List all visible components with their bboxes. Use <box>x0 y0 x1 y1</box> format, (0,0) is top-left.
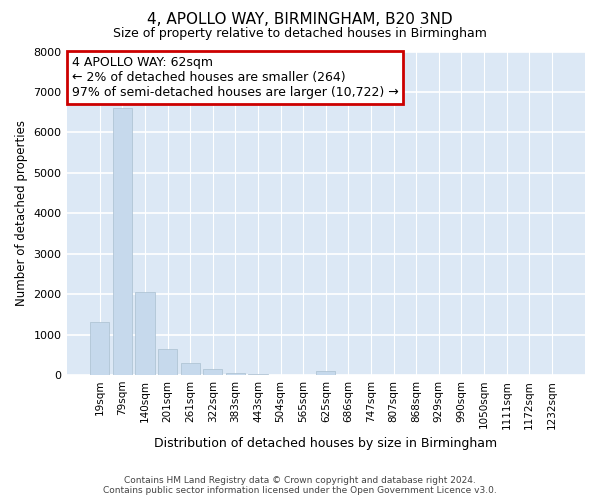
Text: 4 APOLLO WAY: 62sqm
← 2% of detached houses are smaller (264)
97% of semi-detach: 4 APOLLO WAY: 62sqm ← 2% of detached hou… <box>72 56 398 100</box>
Text: Size of property relative to detached houses in Birmingham: Size of property relative to detached ho… <box>113 28 487 40</box>
Y-axis label: Number of detached properties: Number of detached properties <box>15 120 28 306</box>
X-axis label: Distribution of detached houses by size in Birmingham: Distribution of detached houses by size … <box>154 437 497 450</box>
Bar <box>136 292 155 375</box>
Bar <box>181 362 200 375</box>
Text: 4, APOLLO WAY, BIRMINGHAM, B20 3ND: 4, APOLLO WAY, BIRMINGHAM, B20 3ND <box>147 12 453 28</box>
Bar <box>90 322 109 375</box>
Bar <box>158 349 177 375</box>
Bar <box>113 108 132 375</box>
Bar <box>226 373 245 375</box>
Bar <box>248 374 268 375</box>
Text: Contains HM Land Registry data © Crown copyright and database right 2024.
Contai: Contains HM Land Registry data © Crown c… <box>103 476 497 495</box>
Bar <box>203 369 223 375</box>
Bar <box>316 371 335 375</box>
